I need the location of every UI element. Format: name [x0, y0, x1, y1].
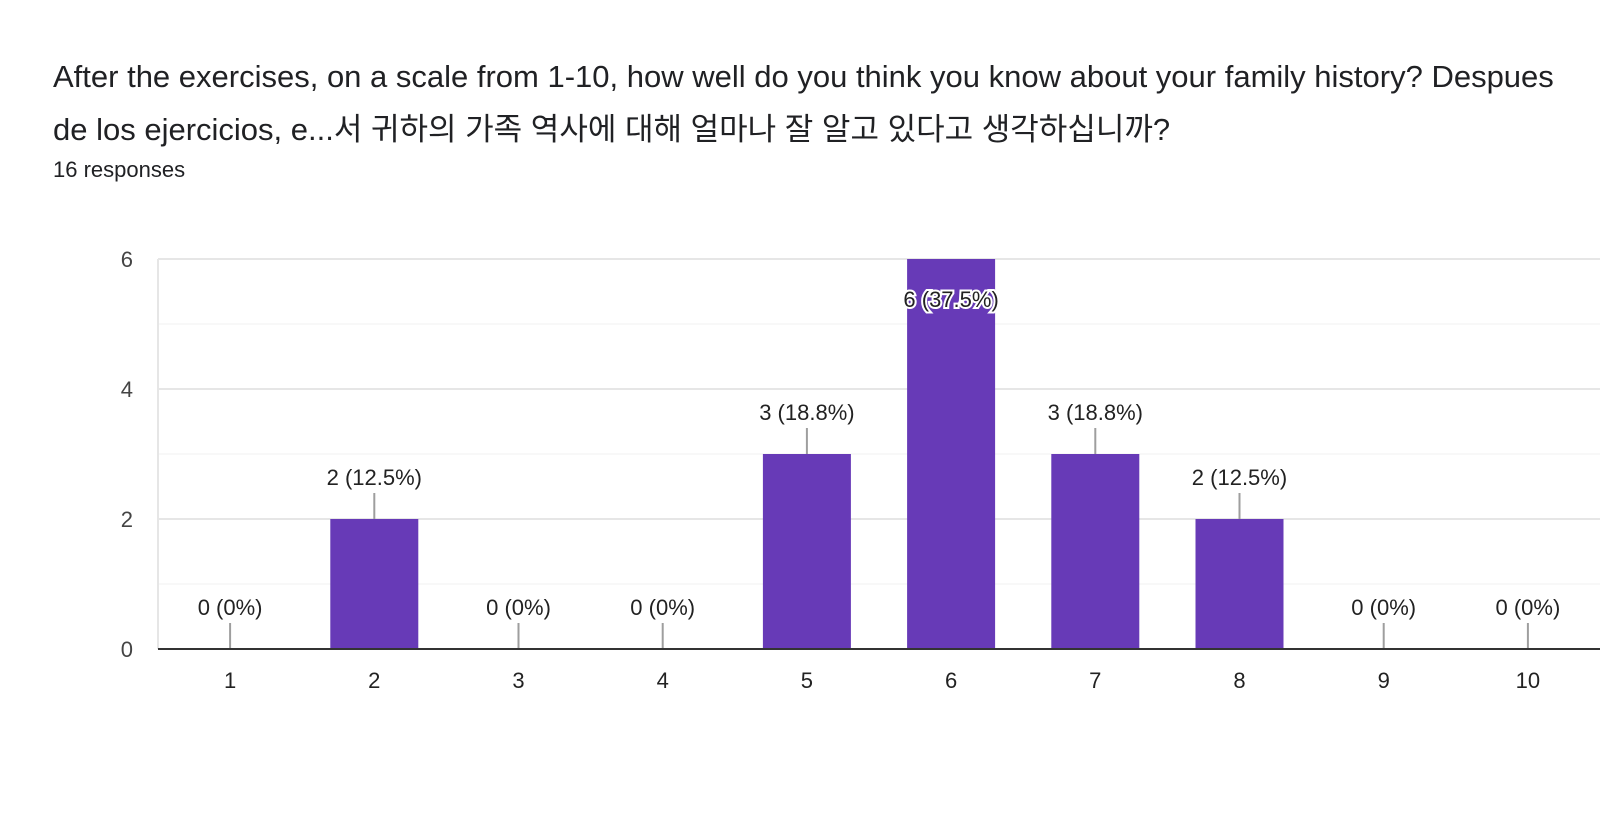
- data-label: 0 (0%): [198, 595, 263, 620]
- question-title: After the exercises, on a scale from 1-1…: [53, 59, 1554, 147]
- y-tick-label: 6: [121, 247, 133, 272]
- y-tick-label: 0: [121, 637, 133, 662]
- data-label: 0 (0%): [486, 595, 551, 620]
- data-label: 3 (18.8%): [759, 400, 854, 425]
- response-count: 16 responses: [53, 157, 186, 182]
- data-label: 2 (12.5%): [327, 465, 422, 490]
- bar-6: [907, 259, 996, 649]
- x-tick-label: 10: [1516, 668, 1540, 693]
- x-tick-label: 5: [801, 668, 813, 693]
- data-label: 2 (12.5%): [1192, 465, 1287, 490]
- data-label: 0 (0%): [1351, 595, 1416, 620]
- bar-8: [1195, 519, 1284, 649]
- x-tick-label: 1: [224, 668, 236, 693]
- y-tick-label: 4: [121, 377, 133, 402]
- data-label: 0 (0%): [630, 595, 695, 620]
- x-tick-label: 4: [657, 668, 669, 693]
- x-tick-label: 6: [945, 668, 957, 693]
- x-tick-label: 2: [368, 668, 380, 693]
- x-tick-label: 8: [1233, 668, 1245, 693]
- bar-5: [762, 454, 851, 649]
- x-tick-label: 9: [1378, 668, 1390, 693]
- data-label: 3 (18.8%): [1048, 400, 1143, 425]
- x-tick-label: 3: [512, 668, 524, 693]
- x-tick-label: 7: [1089, 668, 1101, 693]
- data-label: 6 (37.5%): [903, 287, 998, 312]
- data-label: 0 (0%): [1496, 595, 1561, 620]
- bar-7: [1051, 454, 1140, 649]
- y-tick-label: 2: [121, 507, 133, 532]
- bar-2: [330, 519, 419, 649]
